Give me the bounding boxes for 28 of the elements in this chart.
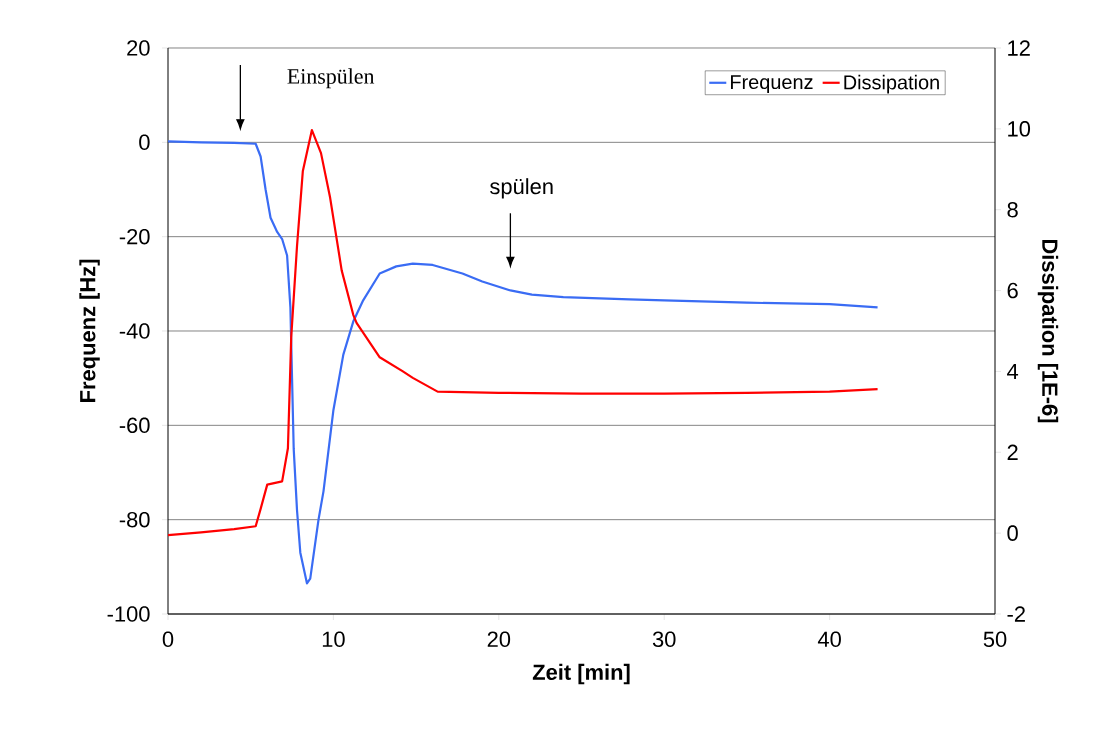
x-tick-label: 20 (487, 631, 511, 648)
y-tick-label: 0 (139, 134, 150, 151)
legend-label: Dissipation (844, 74, 939, 94)
annotation: spülen (490, 178, 553, 199)
y2-tick-label: 4 (1007, 363, 1019, 379)
y2-tick-label: 2 (1007, 444, 1018, 460)
y-tick-label: -60 (119, 417, 150, 434)
y2-tick-label: -2 (1007, 606, 1025, 622)
y-axis-title: Frequenz [Hz] (79, 259, 100, 402)
y2-tick-label: 12 (1008, 40, 1030, 56)
y2-axis-title: Dissipation [1E-6] (1037, 239, 1059, 423)
y-tick-label: -40 (119, 323, 150, 339)
y2-tick-label: 10 (1008, 121, 1031, 137)
y2-tick-label: 6 (1007, 282, 1018, 299)
x-tick-label: 40 (817, 631, 841, 648)
x-tick-label: 0 (162, 631, 174, 648)
y2-tick-label: 8 (1007, 201, 1018, 218)
legend-label: Frequenz (731, 75, 813, 94)
y-tick-label: 20 (127, 40, 150, 56)
y-tick-label: -20 (119, 228, 150, 245)
y-tick-label: -80 (119, 511, 150, 528)
y-tick-label: -100 (107, 606, 150, 622)
x-tick-label: 50 (983, 631, 1007, 648)
annotation: Einspülen (287, 68, 375, 89)
x-tick-label: 10 (322, 631, 345, 648)
x-tick-label: 30 (652, 631, 676, 648)
y2-tick-label: 0 (1007, 525, 1018, 541)
x-axis-title: Zeit [min] (532, 663, 630, 685)
